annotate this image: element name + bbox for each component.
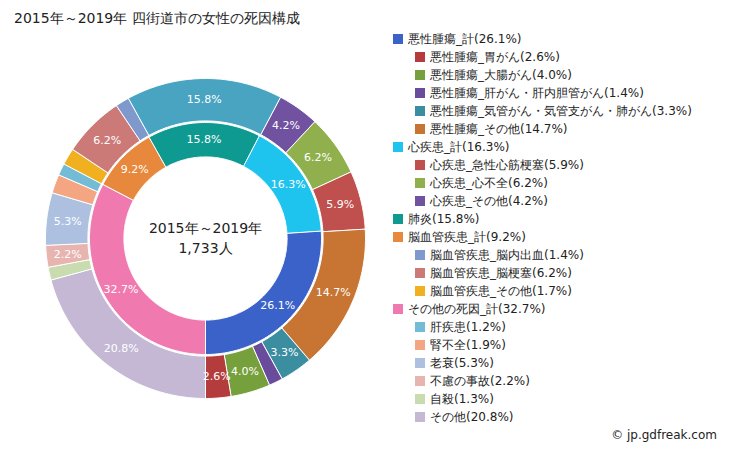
svg-text:4.2%: 4.2% xyxy=(272,119,300,132)
svg-text:5.9%: 5.9% xyxy=(326,198,354,211)
svg-text:4.0%: 4.0% xyxy=(231,365,259,378)
html-text:悪性腫瘍_計(26.1%): 悪性腫瘍_計(26.1%) xyxy=(408,32,522,46)
svg-text:6.2%: 6.2% xyxy=(93,134,121,147)
svg-text:15.8%: 15.8% xyxy=(187,93,222,106)
html-text:脳血管疾患_その他(1.7%): 脳血管疾患_その他(1.7%) xyxy=(430,284,572,298)
html-text:悪性腫瘍_大腸がん(4.0%): 悪性腫瘍_大腸がん(4.0%) xyxy=(430,68,572,82)
svg-text:3.3%: 3.3% xyxy=(271,346,299,359)
svg-text:15.8%: 15.8% xyxy=(186,133,221,146)
html-text:心疾患_急性心筋梗塞(5.9%): 心疾患_急性心筋梗塞(5.9%) xyxy=(430,158,584,172)
html-text:悪性腫瘍_胃がん(2.6%): 悪性腫瘍_胃がん(2.6%) xyxy=(430,50,560,64)
html-text:肺炎(15.8%): 肺炎(15.8%) xyxy=(408,212,480,226)
svg-text:32.7%: 32.7% xyxy=(104,283,139,296)
html-text:脳血管疾患_計(9.2%): 脳血管疾患_計(9.2%) xyxy=(408,230,526,244)
svg-text:1,733人: 1,733人 xyxy=(178,240,232,256)
html-text:悪性腫瘍_気管がん・気管支がん・肺がん(3.3%): 悪性腫瘍_気管がん・気管支がん・肺がん(3.3%) xyxy=(430,104,692,118)
html-text:悪性腫瘍_肝がん・肝内胆管がん(1.4%): 悪性腫瘍_肝がん・肝内胆管がん(1.4%) xyxy=(430,86,644,100)
html-text:© jp.gdfreak.com: © jp.gdfreak.com xyxy=(611,428,717,442)
html-text:脳血管疾患_脳内出血(1.4%): 脳血管疾患_脳内出血(1.4%) xyxy=(430,248,584,262)
html-text:脳血管疾患_脳梗塞(6.2%): 脳血管疾患_脳梗塞(6.2%) xyxy=(430,266,572,280)
html-text:悪性腫瘍_その他(14.7%): 悪性腫瘍_その他(14.7%) xyxy=(430,122,568,136)
html-text:その他(20.8%): その他(20.8%) xyxy=(430,410,514,424)
svg-text:2.6%: 2.6% xyxy=(203,370,231,383)
svg-text:5.3%: 5.3% xyxy=(54,215,82,228)
html-text:老衰(5.3%): 老衰(5.3%) xyxy=(430,356,494,370)
html-text:心疾患_計(16.3%): 心疾患_計(16.3%) xyxy=(408,140,510,154)
html-text:2015年～2019年 四街道市の女性の死因構成: 2015年～2019年 四街道市の女性の死因構成 xyxy=(14,10,300,26)
html-text:自殺(1.3%): 自殺(1.3%) xyxy=(430,392,494,406)
html-text:その他の死因_計(32.7%): その他の死因_計(32.7%) xyxy=(408,302,546,316)
html-text:心疾患_心不全(6.2%): 心疾患_心不全(6.2%) xyxy=(430,176,548,190)
html-text:腎不全(1.9%): 腎不全(1.9%) xyxy=(430,338,506,352)
svg-text:16.3%: 16.3% xyxy=(271,178,306,191)
html-text:不慮の事故(2.2%): 不慮の事故(2.2%) xyxy=(430,374,530,388)
svg-text:26.1%: 26.1% xyxy=(260,299,295,312)
svg-text:6.2%: 6.2% xyxy=(304,151,332,164)
svg-text:20.8%: 20.8% xyxy=(104,342,139,355)
html-text:心疾患_その他(4.2%): 心疾患_その他(4.2%) xyxy=(430,194,548,208)
svg-text:9.2%: 9.2% xyxy=(121,163,149,176)
html-text:肝疾患(1.2%): 肝疾患(1.2%) xyxy=(430,320,506,334)
svg-text:14.7%: 14.7% xyxy=(316,286,351,299)
svg-text:2015年～2019年: 2015年～2019年 xyxy=(149,220,262,236)
svg-text:2.2%: 2.2% xyxy=(54,248,82,261)
